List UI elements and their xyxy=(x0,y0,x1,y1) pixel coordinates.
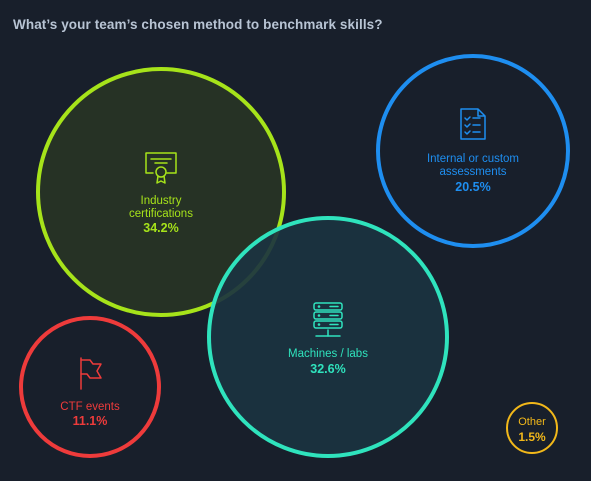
bubble-circle-other xyxy=(506,402,558,454)
bubble-value-other: 1.5% xyxy=(518,430,546,444)
bubble-other: Other 1.5% xyxy=(506,402,558,454)
bubble-label-other: Other xyxy=(518,416,546,428)
bubble-value-ctf: 11.1% xyxy=(73,414,108,428)
bubble-circle-machines xyxy=(207,216,449,458)
bubble-label-internal: assessments xyxy=(439,166,506,178)
bubble-circle-industry xyxy=(36,67,286,317)
flag-icon xyxy=(80,357,102,390)
bubble-label-internal: Internal or custom xyxy=(427,153,519,165)
bubble-label-machines: Machines / labs xyxy=(288,348,368,360)
bubble-label-ctf: CTF events xyxy=(60,401,120,413)
bubble-label-industry: Industry xyxy=(141,195,182,207)
bubble-circle-ctf xyxy=(19,316,161,458)
checklist-icon xyxy=(460,108,486,140)
bubble-value-internal: 20.5% xyxy=(455,180,490,194)
bubble-value-industry: 34.2% xyxy=(143,221,178,235)
bubble-value-machines: 32.6% xyxy=(310,362,345,376)
server-icon xyxy=(313,302,343,337)
bubble-circle-internal xyxy=(376,54,570,248)
chart-title: What’s your team’s chosen method to benc… xyxy=(13,17,383,32)
bubble-machines: Machines / labs 32.6% xyxy=(207,216,449,458)
certificate-icon xyxy=(145,152,177,184)
bubble-label-industry: certifications xyxy=(129,208,193,220)
